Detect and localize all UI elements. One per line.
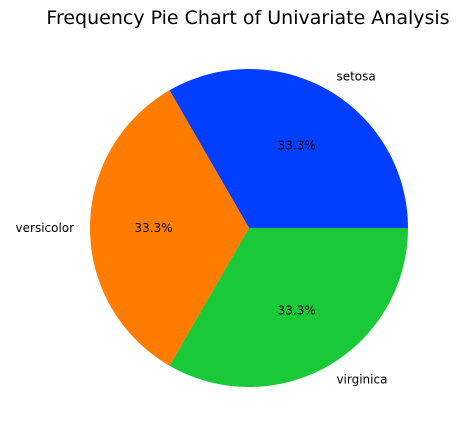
pie-slice-label-versicolor: versicolor bbox=[16, 221, 75, 235]
pie-percent-label-virginica: 33.3% bbox=[278, 304, 316, 318]
pie-slices bbox=[90, 68, 408, 387]
pie-slice-virginica bbox=[169, 228, 408, 387]
pie-percent-label-versicolor: 33.3% bbox=[135, 221, 173, 235]
pie-slice-label-virginica: virginica bbox=[336, 372, 387, 386]
pie-percent-label-setosa: 33.3% bbox=[278, 138, 316, 152]
pie-slice-versicolor bbox=[90, 90, 249, 366]
pie-slice-setosa bbox=[169, 68, 408, 228]
chart-title: Frequency Pie Chart of Univariate Analys… bbox=[46, 7, 449, 29]
pie-labels: 33.3% setosa 33.3% versicolor 33.3% virginica bbox=[16, 70, 388, 387]
pie-slice-label-setosa: setosa bbox=[336, 70, 375, 84]
